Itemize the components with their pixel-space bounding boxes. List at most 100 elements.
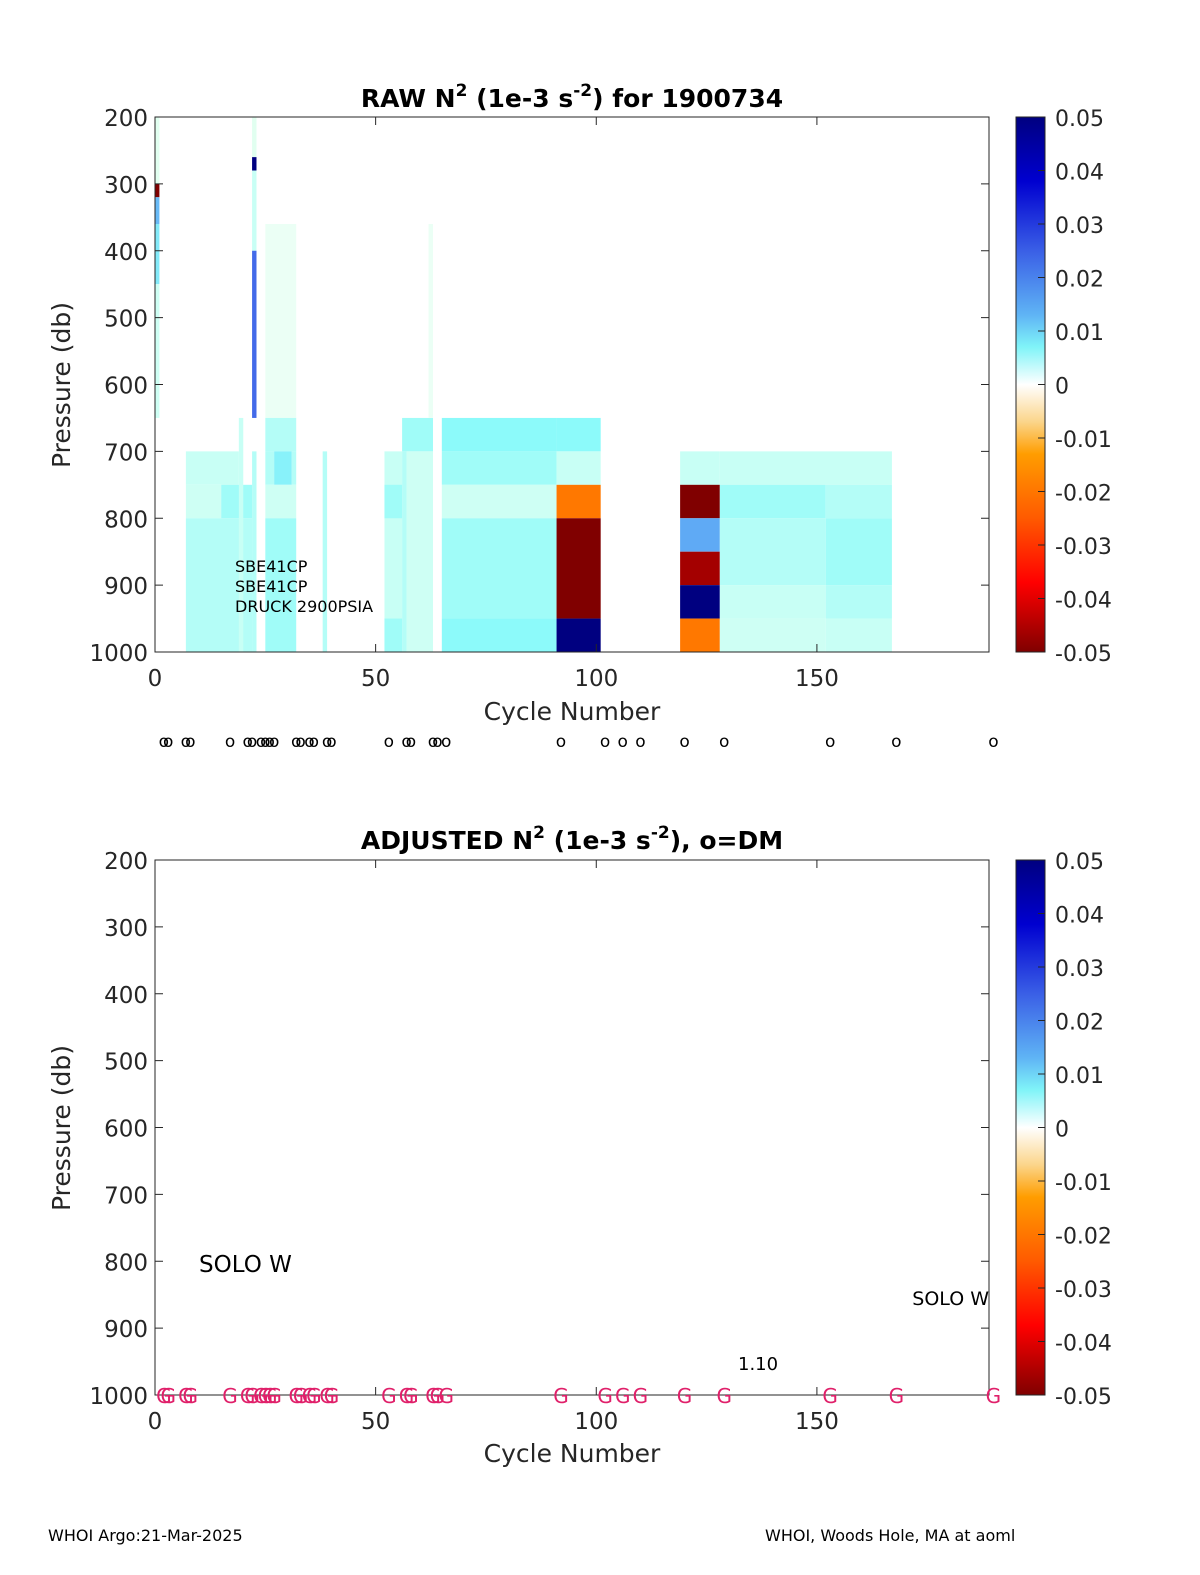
raw-x-axis: 0 50 100 150 xyxy=(148,117,839,692)
heatmap-cell xyxy=(221,484,253,519)
heatmap-cell xyxy=(441,618,557,652)
heatmap-cell xyxy=(556,417,601,452)
heatmap-cell xyxy=(185,451,239,485)
grade-marker: G xyxy=(253,1384,269,1408)
grade-marker: G xyxy=(302,1384,318,1408)
dm-marker: o xyxy=(326,732,336,752)
colorbar-tick-label: -0.02 xyxy=(1055,1225,1112,1250)
colorbar-tick-label: 0.04 xyxy=(1055,904,1104,929)
heatmap-cell xyxy=(719,484,826,519)
y-tick-label: 500 xyxy=(104,307,148,333)
heatmap-cell xyxy=(238,417,244,652)
dm-marker: o xyxy=(256,732,266,752)
x-tick-label: 50 xyxy=(361,1409,390,1435)
adjusted-y-axis: 200 300 400 500 600 700 800 900 1000 xyxy=(89,849,989,1410)
grade-marker: G xyxy=(633,1384,649,1408)
grade-marker: G xyxy=(306,1384,322,1408)
dm-marker: o xyxy=(401,732,411,752)
heatmap-cell xyxy=(252,250,257,418)
x-tick-label: 0 xyxy=(148,666,163,692)
heatmap-cell xyxy=(680,484,720,519)
dm-marker: o xyxy=(225,732,235,752)
dm-marker: o xyxy=(242,732,252,752)
dm-marker: o xyxy=(600,732,610,752)
heatmap-cell xyxy=(719,451,892,485)
heatmap-cell xyxy=(441,518,557,619)
sensor-annotation-1: SBE41CP xyxy=(235,557,308,576)
grade-marker: G xyxy=(288,1384,304,1408)
heatmap-cell xyxy=(185,484,222,519)
heatmap-cell xyxy=(322,451,328,652)
heatmap-cell xyxy=(441,484,557,519)
grade-marker: G xyxy=(430,1384,446,1408)
colorbar-tick-label: -0.04 xyxy=(1055,1332,1112,1357)
raw-colorbar: 0.05 0.04 0.03 0.02 0.01 0 -0.01 -0.02 -0.03 -0.0… xyxy=(1015,107,1112,667)
firmware-annotation: 1.10 xyxy=(738,1354,778,1375)
y-tick-label: 700 xyxy=(104,1183,148,1209)
y-tick-label: 600 xyxy=(104,374,148,400)
dm-marker: o xyxy=(269,732,279,752)
heatmap-cell xyxy=(719,518,826,586)
colorbar-tick-label: -0.03 xyxy=(1055,1278,1112,1303)
heatmap-cell xyxy=(680,551,720,586)
dm-marker: o xyxy=(322,732,332,752)
grade-marker: G xyxy=(183,1384,199,1408)
heatmap-cell xyxy=(384,618,403,652)
float-type-annotation-right: SOLO W xyxy=(912,1288,989,1310)
heatmap-cell xyxy=(155,284,160,418)
adjusted-colorbar: 0.05 0.04 0.03 0.02 0.01 0 -0.01 -0.02 -0.03 -0.0… xyxy=(1015,850,1112,1410)
dm-marker: o xyxy=(428,732,438,752)
heatmap-cell xyxy=(825,585,892,619)
grade-marker: G xyxy=(597,1384,613,1408)
grade-marker: G xyxy=(889,1384,905,1408)
adjusted-x-axis-label: Cycle Number xyxy=(484,1439,661,1468)
heatmap-cell xyxy=(825,484,892,519)
dm-marker: o xyxy=(891,732,901,752)
y-tick-label: 300 xyxy=(104,173,148,199)
heatmap-cell xyxy=(402,451,407,652)
heatmap-cell xyxy=(680,451,720,485)
adjusted-plot-frame xyxy=(154,859,990,1396)
x-tick-label: 50 xyxy=(361,666,390,692)
grade-marker: G xyxy=(381,1384,397,1408)
grade-marker: G xyxy=(222,1384,238,1408)
dm-marker: o xyxy=(291,732,301,752)
raw-y-axis: 200 300 400 500 600 700 800 900 1000 xyxy=(89,106,989,667)
y-tick-label: 900 xyxy=(104,1317,148,1343)
x-tick-label: 100 xyxy=(574,666,618,692)
heatmap-cell xyxy=(252,451,257,652)
grade-marker: G xyxy=(716,1384,732,1408)
raw-colorbar-ticks: 0.05 0.04 0.03 0.02 0.01 0 -0.01 -0.02 -0.03 -0.0… xyxy=(1038,107,1112,667)
grade-marker: G xyxy=(677,1384,693,1408)
heatmap-cell xyxy=(155,117,160,184)
colorbar-tick-label: 0.02 xyxy=(1055,268,1104,293)
colorbar-tick-label: -0.04 xyxy=(1055,589,1112,614)
grade-marker: G xyxy=(262,1384,278,1408)
dm-marker: o xyxy=(825,732,835,752)
adjusted-panel: ADJUSTED N2 (1e-3 s-2), o=DM 0 50 100 150 2… xyxy=(47,823,1001,1468)
heatmap-cell xyxy=(825,518,892,586)
sensor-annotation-3: DRUCK 2900PSIA xyxy=(235,597,373,616)
heatmap-cell xyxy=(556,618,601,652)
heatmap-cell xyxy=(252,170,257,251)
grade-marker: G xyxy=(399,1384,415,1408)
heatmap-cell xyxy=(428,224,433,418)
colorbar-tick-label: 0.01 xyxy=(1055,321,1104,346)
heatmap-cell xyxy=(556,451,601,485)
heatmap-cell xyxy=(719,585,826,619)
grade-marker: G xyxy=(403,1384,419,1408)
raw-y-axis-label: Pressure (db) xyxy=(47,302,76,468)
grade-marker: G xyxy=(986,1384,1002,1408)
heatmap-cell xyxy=(441,417,557,452)
dm-marker: o xyxy=(304,732,314,752)
colorbar-tick-label: 0.02 xyxy=(1055,1011,1104,1036)
dm-marker: o xyxy=(719,732,729,752)
dm-marker: o xyxy=(295,732,305,752)
heatmap-cell xyxy=(680,518,720,552)
heatmap-cell xyxy=(825,618,892,652)
y-tick-label: 1000 xyxy=(89,641,148,667)
heatmap-cell xyxy=(265,417,297,452)
